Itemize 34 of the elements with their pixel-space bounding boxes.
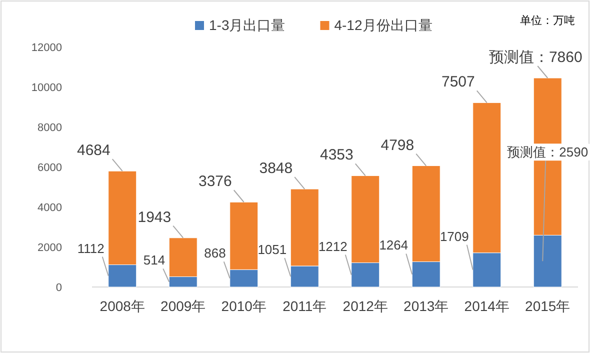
data-label: 4684 <box>77 142 110 160</box>
y-tick-label: 8000 <box>38 122 62 134</box>
data-label: 4353 <box>320 146 354 164</box>
data-label: 3376 <box>198 173 232 190</box>
y-tick-label: 2000 <box>38 242 62 254</box>
y-tick-label: 12000 <box>31 42 62 54</box>
data-label: 1212 <box>318 238 348 254</box>
data-label: 1051 <box>258 242 287 257</box>
data-label: 3848 <box>259 160 293 178</box>
data-label: 1112 <box>77 240 104 256</box>
x-tick-label: 2012年 <box>342 298 388 314</box>
x-tick-label: 2009年 <box>160 298 206 314</box>
legend-label: 1-3月出口量 <box>209 17 286 33</box>
x-tick-label: 2015年 <box>525 298 570 314</box>
data-label: 预测值：2590 <box>507 144 588 160</box>
y-tick-label: 0 <box>56 282 62 294</box>
x-tick-label: 2014年 <box>464 298 510 314</box>
x-tick-label: 2010年 <box>221 298 266 314</box>
data-label: 4798 <box>380 136 414 154</box>
data-label: 1709 <box>440 228 469 244</box>
y-tick-label: 4000 <box>38 202 62 214</box>
data-label: 1264 <box>379 238 408 253</box>
data-label: 868 <box>204 246 226 261</box>
data-label: 7507 <box>442 74 475 91</box>
y-tick-label: 10000 <box>31 82 62 94</box>
x-tick-label: 2013年 <box>404 298 449 314</box>
x-tick-label: 2011年 <box>282 298 327 314</box>
y-tick-label: 6000 <box>38 162 62 174</box>
legend-label: 4-12月份出口量 <box>334 17 432 33</box>
data-label: 1943 <box>138 208 172 226</box>
x-tick-label: 2008年 <box>100 298 145 314</box>
data-label: 514 <box>143 252 166 268</box>
text: 单位：万吨 <box>520 14 575 27</box>
data-label: 预测值：7860 <box>488 49 582 66</box>
